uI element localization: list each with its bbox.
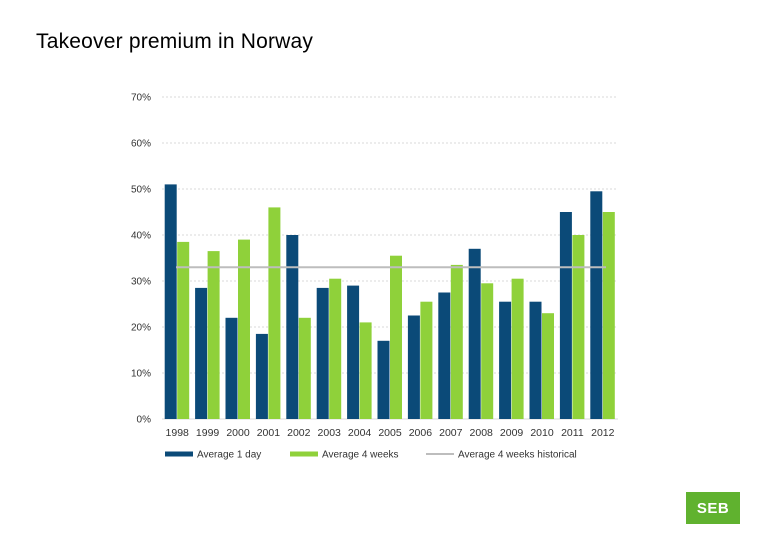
x-tick-label: 2011	[561, 427, 584, 439]
bar-average-4-weeks	[481, 283, 494, 419]
legend-average-4-weeks-swatch	[290, 451, 318, 457]
x-tick-label: 2006	[409, 427, 433, 439]
bar-average-1-day	[286, 235, 299, 419]
bar-average-1-day	[529, 301, 542, 419]
x-tick-label: 1999	[196, 427, 220, 439]
bar-average-1-day	[499, 301, 512, 419]
legend-average-4-weeks-historical-label: Average 4 weeks historical	[458, 450, 577, 461]
legend-average-1-day-label: Average 1 day	[197, 450, 261, 461]
legend-average-1-day-swatch	[165, 451, 193, 457]
bar-average-1-day	[559, 212, 572, 419]
x-tick-label: 2012	[591, 427, 615, 439]
x-tick-label: 2008	[470, 427, 494, 439]
y-tick-label: 50%	[131, 185, 151, 196]
bar-average-1-day	[316, 287, 329, 419]
x-tick-label: 2007	[439, 427, 463, 439]
bar-average-4-weeks	[329, 278, 342, 419]
bar-average-4-weeks	[359, 322, 372, 419]
legend-average-4-weeks-label: Average 4 weeks	[322, 450, 399, 461]
bar-average-4-weeks	[207, 251, 220, 419]
page-title: Takeover premium in Norway	[36, 30, 314, 53]
x-tick-label: 2010	[530, 427, 554, 439]
bar-average-1-day	[195, 287, 208, 419]
x-tick-label: 2009	[500, 427, 524, 439]
bar-average-4-weeks	[420, 301, 433, 419]
bar-average-4-weeks	[572, 235, 585, 419]
y-tick-label: 60%	[131, 139, 151, 150]
bar-average-1-day	[468, 248, 481, 419]
bar-average-4-weeks	[450, 264, 463, 419]
x-tick-label: 2004	[348, 427, 372, 439]
y-tick-label: 30%	[131, 277, 151, 288]
bar-average-4-weeks	[238, 239, 250, 419]
bar-average-4-weeks	[602, 212, 615, 419]
seb-logo: SEB	[686, 492, 740, 524]
bar-average-4-weeks	[511, 278, 524, 419]
bar-average-4-weeks	[390, 255, 402, 419]
bar-average-1-day	[407, 315, 420, 419]
legend-average-4-weeks-historical-swatch	[426, 453, 454, 455]
bar-average-4-weeks	[268, 207, 281, 419]
x-tick-label: 2005	[378, 427, 402, 439]
x-tick-label: 2002	[287, 427, 311, 439]
bar-average-1-day	[377, 340, 390, 419]
x-tick-label: 1998	[166, 427, 190, 439]
bar-average-4-weeks	[298, 317, 311, 419]
bar-average-4-weeks	[177, 241, 190, 419]
y-tick-label: 40%	[131, 231, 151, 242]
y-tick-label: 70%	[131, 93, 151, 104]
y-tick-label: 10%	[131, 369, 151, 380]
y-tick-label: 20%	[131, 323, 151, 334]
bar-average-1-day	[225, 317, 238, 419]
bar-average-4-weeks	[542, 313, 554, 419]
bar-average-1-day	[255, 333, 268, 419]
y-tick-label: 0%	[137, 415, 152, 426]
bar-average-1-day	[438, 292, 451, 419]
x-tick-label: 2000	[226, 427, 250, 439]
bar-average-1-day	[590, 191, 603, 419]
bar-average-1-day	[347, 285, 360, 419]
x-tick-label: 2003	[318, 427, 342, 439]
x-tick-label: 2001	[257, 427, 281, 439]
bar-average-1-day	[164, 184, 177, 419]
